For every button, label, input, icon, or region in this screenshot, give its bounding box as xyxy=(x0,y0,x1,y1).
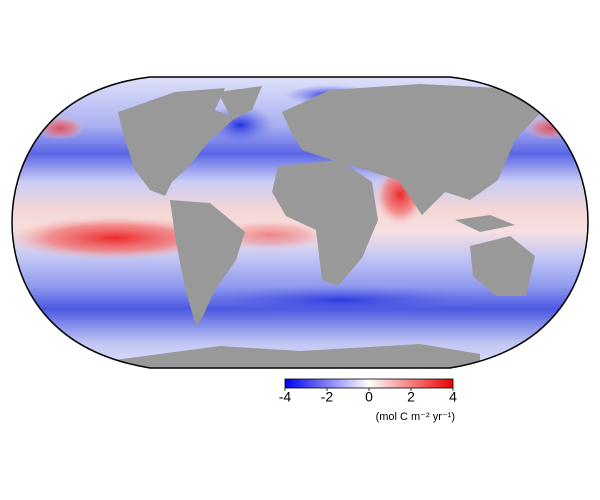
colorbar-scale xyxy=(284,378,454,389)
ocean-patch xyxy=(12,216,225,260)
colorbar: (mol C m⁻² yr⁻¹) -4 -2 0 2 4 xyxy=(279,378,457,423)
colorbar-tick-label: 0 xyxy=(365,389,373,405)
colorbar-tick-label: -2 xyxy=(321,389,334,405)
colorbar-tick-label: 4 xyxy=(449,389,457,405)
ocean-patch xyxy=(35,116,85,140)
colorbar-tick-label: -4 xyxy=(279,389,292,405)
colorbar-label: (mol C m⁻² yr⁻¹) xyxy=(376,411,455,423)
map-outline xyxy=(11,76,589,369)
colorbar-tick-label: 2 xyxy=(407,389,415,405)
land xyxy=(100,84,545,368)
ocean-patch xyxy=(190,285,490,315)
map xyxy=(12,77,588,368)
